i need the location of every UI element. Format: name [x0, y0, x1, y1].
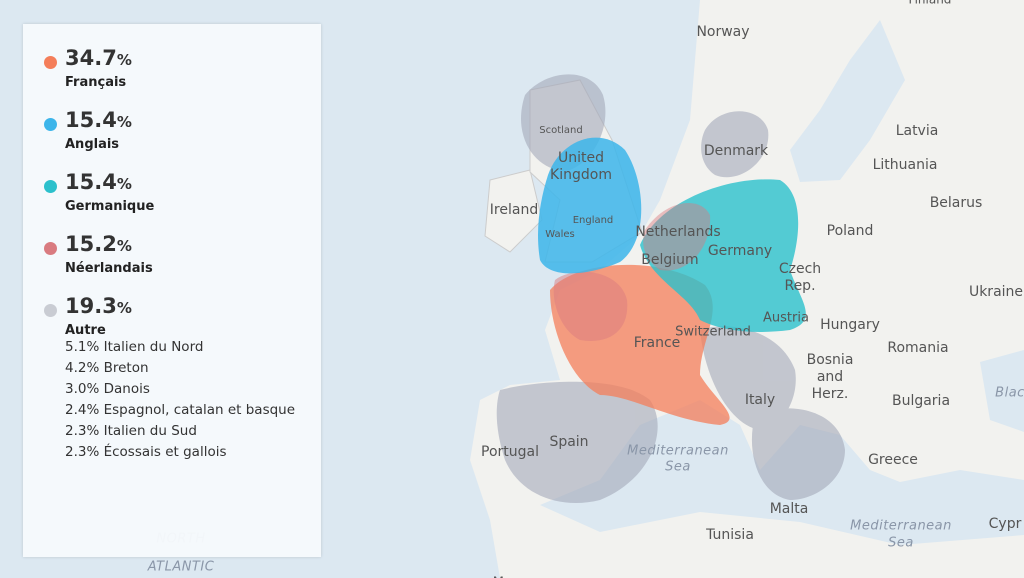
map-label: Bulgaria	[892, 393, 950, 409]
percent-unit: %	[116, 237, 132, 255]
map-label: Wales	[545, 229, 575, 240]
other-detail: 5.1% Italien du Nord	[65, 339, 204, 355]
map-label: Romania	[887, 340, 948, 356]
region-south-italy	[751, 408, 845, 500]
legend-percent: 15.2%	[65, 232, 132, 256]
other-detail: 2.3% Écossais et gallois	[65, 444, 227, 460]
legend-dot	[44, 56, 57, 69]
map-label: Tunisia	[705, 527, 754, 543]
map-label: Morocco	[493, 576, 547, 578]
region-brittany	[553, 271, 628, 341]
legend-label: Autre	[65, 323, 106, 338]
legend-dot	[44, 118, 57, 131]
other-detail: 2.4% Espagnol, catalan et basque	[65, 402, 296, 418]
legend-label: Néerlandais	[65, 261, 153, 276]
map-label: Ireland	[490, 202, 538, 218]
map-label: Mediterranean	[627, 444, 729, 459]
legend-dot	[44, 242, 57, 255]
percent-unit: %	[116, 51, 132, 69]
legend-dot	[44, 304, 57, 317]
percent-value: 15.4	[65, 108, 117, 132]
norway	[700, 0, 772, 92]
map-label: Italy	[745, 392, 775, 408]
legend-label: Germanique	[65, 199, 155, 214]
region-uk	[537, 137, 642, 274]
map-label: Mediterranean	[850, 519, 952, 534]
map-label: Switzerland	[675, 325, 751, 340]
ireland	[484, 169, 543, 253]
legend-percent: 15.4%	[65, 108, 132, 132]
map-label: Sea	[665, 460, 691, 475]
map-label: England	[573, 215, 614, 226]
map-label: Hungary	[820, 317, 880, 333]
map-label: Malta	[770, 501, 809, 517]
region-germany	[640, 179, 806, 332]
map-label: Belgium	[641, 252, 698, 268]
map-label: France	[634, 335, 681, 351]
black-sea	[980, 350, 1024, 432]
region-north-italy	[700, 326, 796, 430]
region-denmark	[701, 111, 769, 178]
map-label: Blac	[995, 386, 1024, 401]
map-label: Spain	[549, 434, 588, 450]
map-label: Greece	[868, 452, 918, 468]
legend-percent: 19.3%	[65, 294, 132, 318]
other-detail: 4.2% Breton	[65, 360, 149, 376]
map-label: Rep.	[784, 278, 815, 294]
map-label: Germany	[708, 243, 772, 259]
map-label: ATLANTIC	[147, 560, 215, 575]
map-label: Lithuania	[873, 157, 938, 173]
map-label: Norway	[696, 24, 749, 40]
region-spain	[496, 381, 658, 504]
region-netherlands	[643, 203, 711, 271]
legend-panel: 34.7% Français 15.4% Anglais 15.4% Germanique…	[23, 24, 321, 557]
map-label: Ukraine	[969, 284, 1023, 300]
percent-unit: %	[116, 299, 132, 317]
map-label: Denmark	[704, 143, 769, 159]
map-label: Czech	[779, 261, 821, 277]
other-detail: 2.3% Italien du Sud	[65, 423, 197, 439]
legend-percent: 34.7%	[65, 46, 132, 70]
map-label: Sea	[888, 536, 914, 551]
map-label: Latvia	[896, 123, 939, 139]
map-label: Austria	[763, 311, 809, 326]
map-label: Bosnia	[807, 352, 854, 368]
map-label: United	[558, 150, 604, 166]
map-label: Finland	[909, 0, 952, 7]
legend-label: Français	[65, 75, 127, 90]
map-label: Poland	[827, 223, 874, 239]
percent-unit: %	[116, 175, 132, 193]
map-label: Scotland	[539, 125, 582, 136]
baltic	[790, 20, 905, 182]
other-detail: 3.0% Danois	[65, 381, 150, 397]
map-label: Cypr	[989, 516, 1022, 532]
map-label: Kingdom	[550, 167, 612, 183]
percent-value: 34.7	[65, 46, 117, 70]
map-label: Portugal	[481, 444, 539, 460]
map-label: Netherlands	[635, 224, 720, 240]
legend-percent: 15.4%	[65, 170, 132, 194]
percent-value: 15.2	[65, 232, 117, 256]
percent-unit: %	[116, 113, 132, 131]
map-labels: Norway Latvia Lithuania Belarus Denmark Polan…	[147, 0, 1024, 578]
map-label: Belarus	[930, 195, 983, 211]
map-label: Herz.	[812, 386, 849, 402]
percent-value: 15.4	[65, 170, 117, 194]
map-label: and	[817, 369, 843, 385]
legend-label: Anglais	[65, 137, 120, 152]
legend-dot	[44, 180, 57, 193]
percent-value: 19.3	[65, 294, 117, 318]
